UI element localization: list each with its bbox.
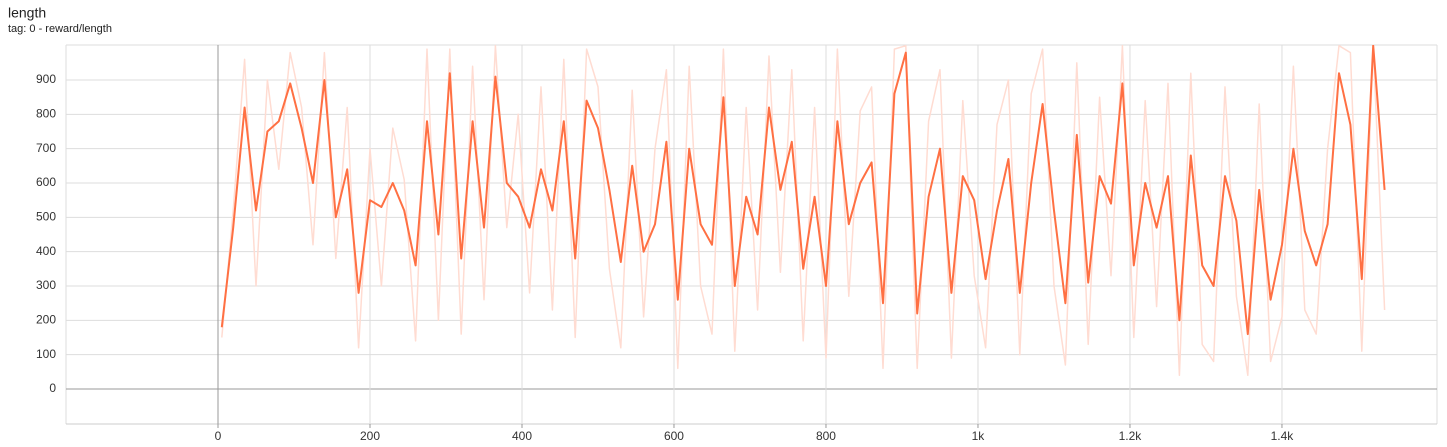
y-tick-label: 600 <box>36 175 56 189</box>
y-tick-label: 700 <box>36 141 56 155</box>
chart-subtitle: tag: 0 - reward/length <box>8 23 112 35</box>
x-tick-label: 200 <box>360 429 380 443</box>
x-tick-label: 1.4k <box>1271 429 1295 443</box>
y-tick-label: 0 <box>49 381 56 395</box>
x-tick-label: 1.2k <box>1119 429 1143 443</box>
y-tick-label: 800 <box>36 107 56 121</box>
y-tick-label: 500 <box>36 210 56 224</box>
plot-area <box>220 45 1386 377</box>
y-tick-label: 400 <box>36 244 56 258</box>
x-tick-label: 400 <box>512 429 532 443</box>
x-tick-label: 600 <box>664 429 684 443</box>
y-tick-label: 900 <box>36 72 56 86</box>
line-series <box>221 45 1386 377</box>
x-tick-label: 1k <box>972 429 986 443</box>
line-series <box>220 45 1386 336</box>
y-tick-label: 300 <box>36 278 56 292</box>
x-tick-label: 0 <box>215 429 222 443</box>
y-tick-label: 200 <box>36 312 56 326</box>
x-tick-label: 800 <box>816 429 836 443</box>
y-tick-label: 100 <box>36 347 56 361</box>
chart-title: length <box>8 5 46 21</box>
